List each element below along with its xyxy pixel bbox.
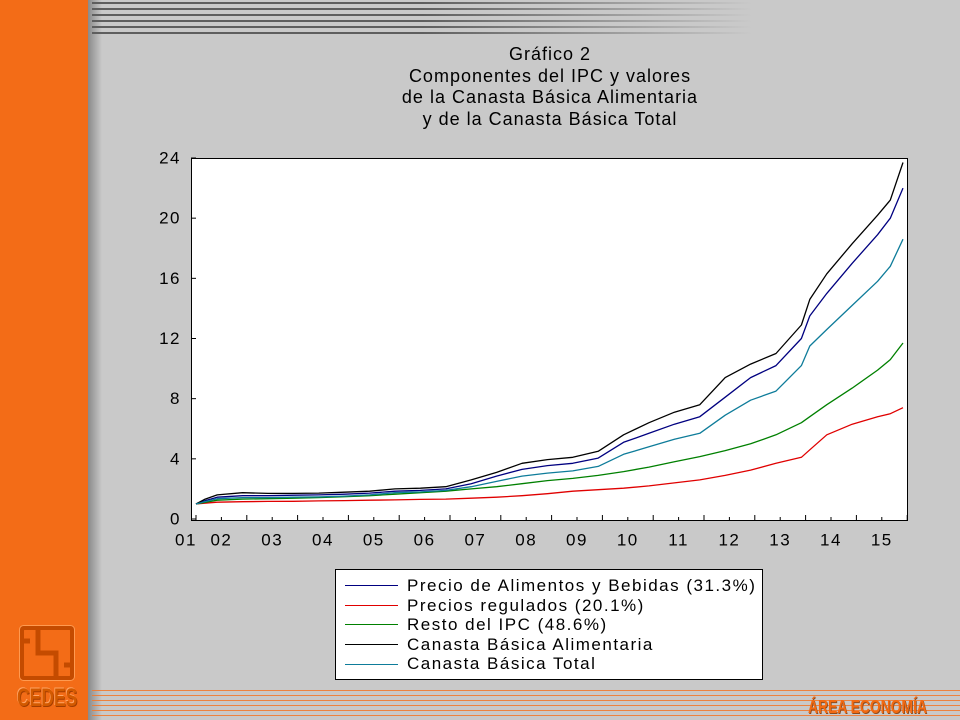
chart-title-line: y de la Canasta Básica Total (422, 109, 678, 130)
y-tick-label: 20 (159, 209, 181, 228)
legend-line-sample (345, 624, 398, 626)
series-line-canasta-basica-total (195, 238, 904, 505)
series-line-resto-del-ipc-48-6 (195, 342, 904, 505)
legend-item: Resto del IPC (48.6%) (345, 615, 762, 635)
top-decorative-stripes (92, 0, 752, 36)
x-tick-label: 13 (769, 531, 791, 550)
x-tick-label: 06 (414, 531, 436, 550)
chart-title-line: Gráfico 2 (508, 44, 592, 64)
cedes-logo-icon (19, 625, 75, 681)
legend-item: Precios regulados (20.1%) (345, 596, 762, 616)
y-tick-label: 16 (159, 269, 181, 288)
y-tick-label: 8 (170, 389, 181, 408)
legend-line-sample (345, 604, 398, 606)
x-tick-label: 04 (312, 531, 334, 550)
axis-ticks (191, 157, 908, 521)
legend-label: Precios regulados (20.1%) (407, 595, 645, 615)
series-lines (195, 162, 904, 505)
legend-line-sample (345, 585, 398, 587)
x-tick-label: 03 (261, 531, 283, 550)
bottom-decorative-stripes (92, 688, 960, 720)
x-tick-label: 05 (363, 531, 385, 550)
x-tick-label: 09 (566, 531, 588, 550)
series-line-canasta-basica-alimentaria (195, 162, 904, 505)
legend-label: Canasta Básica Total (407, 654, 597, 674)
legend-item: Precio de Alimentos y Bebidas (31.3%) (345, 576, 762, 596)
y-tick-label: 24 (159, 149, 181, 168)
x-tick-label: 01 (175, 531, 197, 550)
y-tick-label: 0 (170, 510, 181, 529)
x-tick-label: 12 (718, 531, 740, 550)
x-tick-label: 08 (515, 531, 537, 550)
legend-label: Resto del IPC (48.6%) (407, 615, 608, 635)
series-line-precio-de-alimentos-y-bebidas-31-3 (195, 187, 904, 505)
x-tick-label: 10 (617, 531, 639, 550)
legend-label: Precio de Alimentos y Bebidas (31.3%) (407, 576, 757, 595)
section-label: ÁREA ECONOMÍA (808, 697, 927, 717)
legend-line-sample (345, 644, 398, 646)
x-tick-label: 15 (871, 531, 893, 550)
legend-item: Canasta Básica Total (345, 654, 762, 674)
brand-logo-text: CEDES (17, 684, 78, 712)
x-tick-label: 07 (464, 531, 486, 550)
x-tick-label: 11 (668, 531, 689, 550)
y-tick-label: 4 (170, 449, 181, 468)
x-tick-label: 14 (820, 531, 842, 550)
chart-title: Gráfico 2 Componentes del IPC y valores … (340, 44, 760, 131)
legend-label: Canasta Básica Alimentaria (407, 634, 654, 654)
x-tick-label: 02 (210, 531, 232, 550)
chart-legend: Precio de Alimentos y Bebidas (31.3%) Pr… (335, 569, 763, 680)
legend-item: Canasta Básica Alimentaria (345, 635, 762, 655)
chart-title-line: Componentes del IPC y valores (408, 65, 692, 86)
legend-line-sample (345, 663, 398, 665)
sidebar-shadow (88, 0, 102, 720)
sidebar-band (0, 0, 88, 720)
y-tick-label: 12 (159, 329, 181, 348)
chart-title-line: de la Canasta Básica Alimentaria (401, 87, 699, 108)
series-line-precios-regulados-20-1 (195, 407, 904, 505)
